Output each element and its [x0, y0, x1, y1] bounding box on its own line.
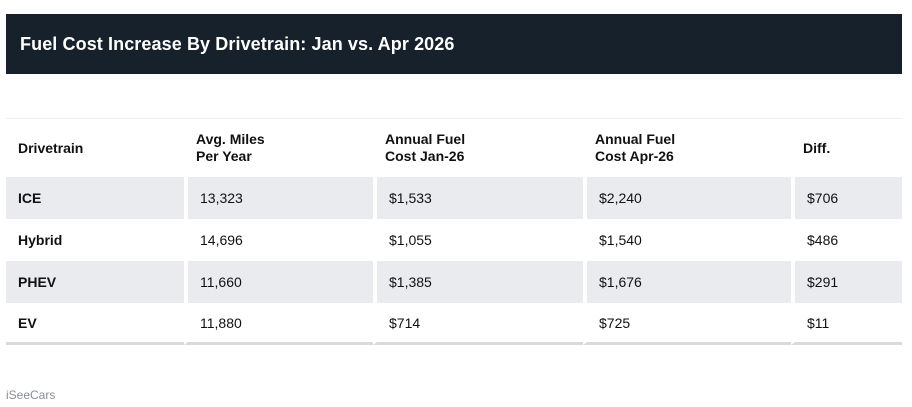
miles-cell: 11,660 — [184, 261, 373, 303]
column-header-cost-apr: Annual Fuel Cost Apr-26 — [583, 118, 791, 177]
column-header-line: Annual Fuel — [385, 131, 466, 147]
diff-cell: $291 — [791, 261, 902, 303]
column-header-line: Cost Jan-26 — [385, 148, 465, 164]
miles-cell: 11,880 — [184, 303, 373, 345]
drivetrain-cell: ICE — [6, 177, 184, 219]
miles-cell: 13,323 — [184, 177, 373, 219]
fuel-cost-table: Drivetrain Avg. Miles Per Year Annual Fu… — [6, 118, 902, 345]
drivetrain-cell: EV — [6, 303, 184, 345]
column-header-diff: Diff. — [791, 118, 902, 177]
cost-jan-cell: $714 — [373, 303, 583, 345]
miles-cell: 14,696 — [184, 219, 373, 261]
table-row: PHEV 11,660 $1,385 $1,676 $291 — [6, 261, 902, 303]
drivetrain-cell: Hybrid — [6, 219, 184, 261]
column-header-cost-jan: Annual Fuel Cost Jan-26 — [373, 118, 583, 177]
diff-cell: $11 — [791, 303, 902, 345]
table-header-row: Drivetrain Avg. Miles Per Year Annual Fu… — [6, 118, 902, 177]
page-title: Fuel Cost Increase By Drivetrain: Jan vs… — [20, 33, 455, 54]
cost-apr-cell: $725 — [583, 303, 791, 345]
cost-apr-cell: $1,540 — [583, 219, 791, 261]
column-header-line: Per Year — [196, 148, 252, 164]
column-header-avg-miles: Avg. Miles Per Year — [184, 118, 373, 177]
source-credit: iSeeCars — [6, 388, 56, 402]
drivetrain-cell: PHEV — [6, 261, 184, 303]
column-header-line: Diff. — [803, 139, 831, 156]
title-banner: Fuel Cost Increase By Drivetrain: Jan vs… — [6, 14, 902, 74]
table-row: Hybrid 14,696 $1,055 $1,540 $486 — [6, 219, 902, 261]
cost-jan-cell: $1,055 — [373, 219, 583, 261]
cost-jan-cell: $1,533 — [373, 177, 583, 219]
diff-cell: $486 — [791, 219, 902, 261]
column-header-drivetrain: Drivetrain — [6, 118, 184, 177]
table-row: EV 11,880 $714 $725 $11 — [6, 303, 902, 345]
diff-cell: $706 — [791, 177, 902, 219]
column-header-line: Annual Fuel — [595, 131, 676, 147]
column-header-line: Cost Apr-26 — [595, 148, 674, 164]
cost-apr-cell: $1,676 — [583, 261, 791, 303]
cost-jan-cell: $1,385 — [373, 261, 583, 303]
table-row: ICE 13,323 $1,533 $2,240 $706 — [6, 177, 902, 219]
column-header-line: Avg. Miles — [196, 131, 265, 147]
column-header-line: Drivetrain — [18, 139, 84, 156]
cost-apr-cell: $2,240 — [583, 177, 791, 219]
